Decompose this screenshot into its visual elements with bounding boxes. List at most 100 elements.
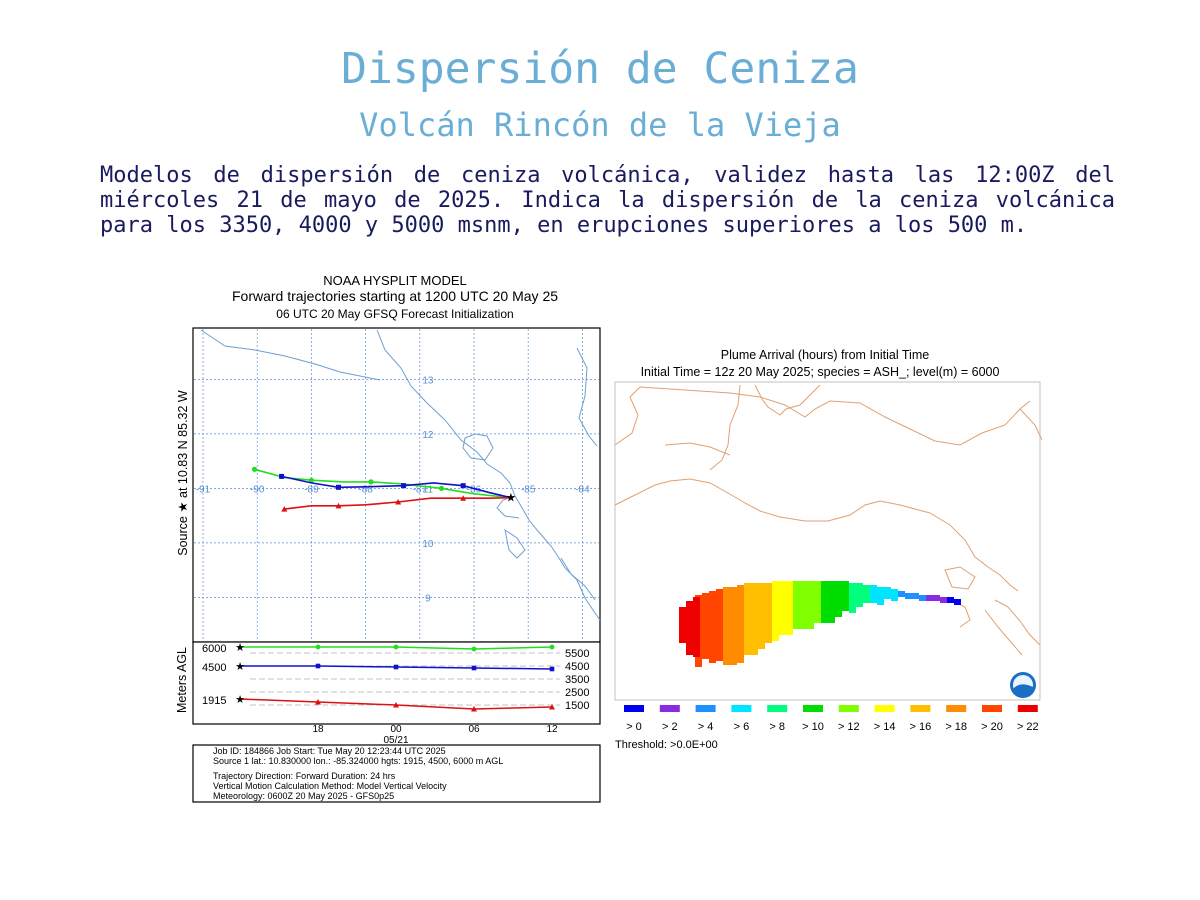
plume-cell [793,605,800,611]
plume-cell [702,593,709,599]
plume-cell [772,617,779,623]
plume-cell [686,613,693,619]
lon-label: -86 [467,484,482,495]
plume-cell [828,599,835,605]
plume-cell [730,593,737,599]
plume-cell [716,643,723,649]
legend-label: > 4 [698,721,714,733]
plume-cell [814,605,821,611]
plume-cell [793,617,800,623]
plume-cell [679,637,686,643]
lon-label: -89 [304,484,319,495]
plume-cell [807,587,814,593]
plume-cell [686,619,693,625]
plume-cell [884,587,891,593]
threshold-label: Threshold: >0.0E+00 [615,739,718,751]
plume-cell [730,623,737,629]
plume-cell [891,589,898,595]
plume-cell [758,607,765,613]
trajectory-marker [460,483,466,489]
plume-cell [730,641,737,647]
plume-cell [737,657,744,663]
plume-cell [737,585,744,591]
trajectory-marker [279,473,285,479]
plume-cell [793,623,800,629]
plume-cell [835,587,842,593]
plume-cell [702,653,709,659]
plume-cell [821,617,828,623]
plume-cell [814,611,821,617]
plume-cell [772,593,779,599]
plume-cell [723,647,730,653]
plume-cell [723,659,730,665]
plume-cell [723,593,730,599]
plume-cell [828,605,835,611]
plume-cell [730,647,737,653]
plume-cell [686,625,693,631]
plume-cell [765,583,772,589]
plume-cell [779,623,786,629]
lon-label: -91 [196,484,211,495]
legend-swatch [731,705,752,712]
plume-cell [679,613,686,619]
plume-cell [723,653,730,659]
plume-cell [723,617,730,623]
plume-cell [723,629,730,635]
plume-cell [686,643,693,649]
lat-lon-grid: -91 -90 -89 -88 -87 -86 -85 -84 13 12 11 10 9 [194,329,599,641]
plume-cell [765,595,772,601]
plume-cell [828,617,835,623]
plume-cell [835,605,842,611]
legend-swatch [659,705,680,712]
plume-cell [814,593,821,599]
page-title: Dispersión de Ceniza [341,44,859,94]
start-height-4500: 4500 [202,662,226,674]
height-start-star: ★ [235,642,245,654]
source-star: ★ [505,491,516,505]
plume-cell [737,615,744,621]
plume-cell [870,591,877,597]
plume-cell [679,631,686,637]
plume-cell [693,639,700,645]
plume-cell [751,643,758,649]
plume-cell [898,591,905,597]
plume-cell [751,607,758,613]
plume-cell [737,591,744,597]
plume-cell [821,605,828,611]
height-marker [471,646,477,652]
plume-cell [751,589,758,595]
plume-cell [744,631,751,637]
plume-cell [821,599,828,605]
plume-cell [863,591,870,597]
plume-cell [737,651,744,657]
coastline [200,329,601,621]
job-info-line-1: Job ID: 184866 Job Start: Tue May 20 12:… [213,746,446,756]
hysplit-title-1: NOAA HYSPLIT MODEL [323,273,467,288]
ash-plume-cells [679,581,961,667]
plume-cell [709,639,716,645]
plume-cell [772,635,779,641]
plume-cell [954,599,961,605]
plume-cell [800,605,807,611]
lat-label: 13 [422,375,434,386]
plume-cell [686,637,693,643]
plume-cell [765,619,772,625]
plume-cell [800,581,807,587]
plume-cell [821,593,828,599]
plume-cell [758,589,765,595]
date-label: 05/21 [383,735,408,746]
plume-cell [891,595,898,601]
legend-swatch [1017,705,1038,712]
height-axis-label: Meters AGL [175,647,189,713]
plume-cell [709,609,716,615]
plume-cell [807,611,814,617]
noaa-logo [1010,672,1036,698]
plume-cell [765,607,772,613]
plume-cell [709,657,716,663]
plume-cell [765,637,772,643]
plume-cell [686,649,693,655]
plume-cell [702,647,709,653]
start-height-1915: 1915 [202,695,226,707]
plume-cell [807,617,814,623]
plume-cell [716,607,723,613]
